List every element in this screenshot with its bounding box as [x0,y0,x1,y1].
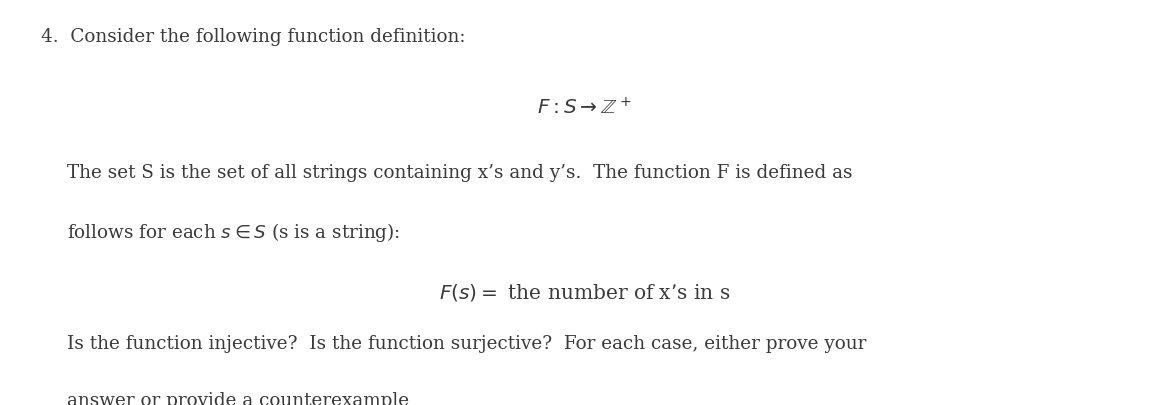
Text: $F : S \rightarrow \mathbb{Z}^+$: $F : S \rightarrow \mathbb{Z}^+$ [537,97,632,118]
Text: $F(s) = $ the number of x’s in s: $F(s) = $ the number of x’s in s [438,281,731,303]
Text: Is the function injective?  Is the function surjective?  For each case, either p: Is the function injective? Is the functi… [67,334,866,352]
Text: The set S is the set of all strings containing x’s and y’s.  The function F is d: The set S is the set of all strings cont… [67,164,852,182]
Text: answer or provide a counterexample: answer or provide a counterexample [67,391,409,405]
Text: 4.  Consider the following function definition:: 4. Consider the following function defin… [41,28,465,46]
Text: follows for each $s \in S$ (s is a string):: follows for each $s \in S$ (s is a strin… [67,221,400,244]
